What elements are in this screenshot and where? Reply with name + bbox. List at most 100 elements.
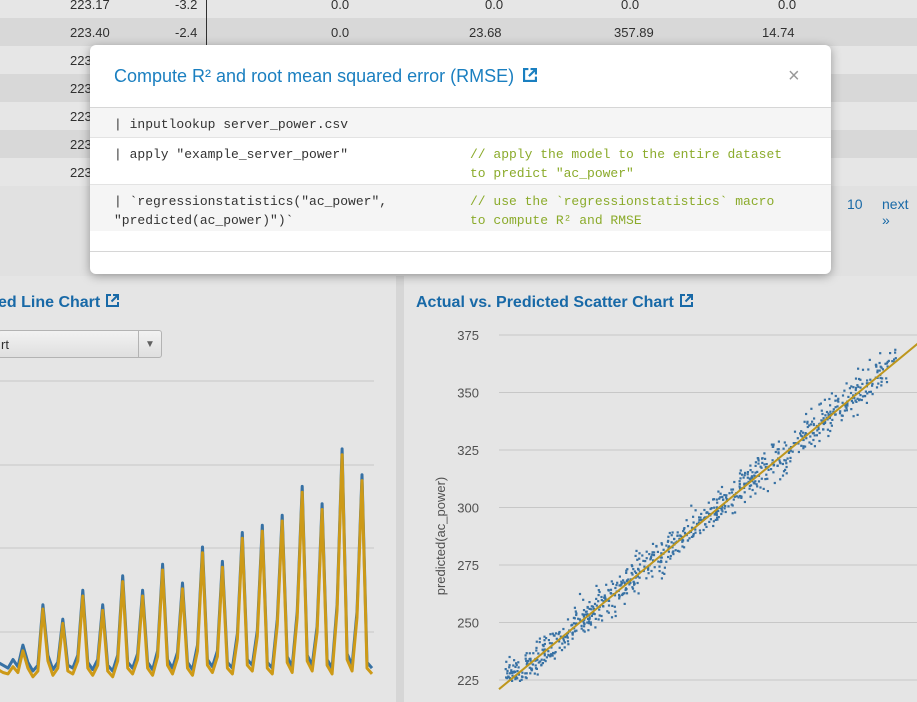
scatter-point-405 [540, 658, 543, 661]
code-row: | apply "example_server_power" // apply … [90, 138, 831, 185]
scatter-point-437 [588, 616, 591, 619]
scatter-point-478 [743, 491, 746, 494]
scatter-point-606 [806, 422, 809, 425]
line-chart-title[interactable]: ed Line Chart [0, 294, 120, 312]
scatter-point-627 [852, 394, 855, 397]
scatter-point-843 [512, 670, 515, 674]
scatter-chart-title[interactable]: Actual vs. Predicted Scatter Chart [416, 294, 693, 312]
scatter-point-127 [647, 572, 650, 575]
scatter-point-97 [533, 672, 536, 675]
scatter-point-552 [871, 384, 874, 387]
scatter-point-387 [638, 563, 642, 566]
scatter-point-848 [637, 567, 640, 570]
scatter-point-580 [702, 528, 705, 532]
scatter-point-385 [590, 605, 593, 608]
scatter-point-121 [886, 365, 889, 368]
scatter-point-802 [820, 419, 823, 422]
scatter-point-686 [813, 417, 816, 420]
scatter-point-260 [725, 494, 728, 497]
scatter-point-339 [549, 633, 552, 636]
scatter-point-36 [590, 614, 593, 617]
pager-page-link[interactable]: 10 [847, 196, 863, 212]
scatter-point-487 [543, 658, 546, 661]
scatter-point-564 [776, 464, 779, 467]
scatter-point-517 [609, 588, 613, 591]
scatter-point-656 [651, 542, 655, 545]
scatter-point-809 [703, 508, 706, 512]
scatter-point-862 [754, 475, 757, 478]
scatter-point-58 [856, 413, 859, 416]
scatter-point-726 [754, 471, 757, 474]
scatter-point-410 [658, 570, 661, 573]
table-cell: 14.74 [762, 25, 795, 40]
scatter-point-654 [734, 511, 737, 514]
scatter-point-754 [528, 658, 531, 661]
scatter-point-347 [669, 554, 672, 558]
scatter-point-759 [678, 537, 681, 540]
scatter-point-3 [857, 385, 860, 388]
scatter-point-454 [819, 402, 822, 405]
scatter-point-365 [735, 495, 738, 498]
scatter-point-275 [543, 635, 546, 638]
scatter-point-489 [520, 678, 523, 681]
close-icon[interactable]: × [788, 65, 800, 87]
scatter-point-344 [504, 668, 507, 671]
scatter-point-560 [566, 636, 569, 639]
external-link-icon[interactable] [523, 66, 538, 87]
scatter-point-865 [517, 673, 521, 676]
scatter-point-78 [611, 604, 614, 607]
scatter-point-65 [719, 496, 722, 499]
scatter-point-867 [578, 592, 582, 596]
scatter-point-268 [660, 552, 663, 555]
scatter-point-810 [746, 473, 749, 476]
scatter-point-305 [841, 401, 844, 404]
table-cell: 0.0 [331, 0, 350, 12]
scatter-point-815 [715, 498, 718, 501]
scatter-point-530 [614, 586, 617, 590]
scatter-point-19 [781, 474, 785, 477]
scatter-point-413 [802, 445, 805, 448]
scatter-point-255 [852, 415, 855, 418]
scatter-point-402 [513, 659, 516, 662]
scatter-point-130 [808, 441, 811, 444]
table-cell: 23.68 [469, 25, 502, 40]
external-link-icon[interactable] [106, 294, 120, 312]
scatter-point-842 [690, 526, 694, 529]
scatter-point-345 [742, 476, 745, 479]
pager-next-link[interactable]: next » [882, 196, 909, 228]
scatter-point-429 [749, 495, 752, 498]
scatter-point-21 [843, 409, 846, 412]
scatter-point-846 [824, 414, 827, 417]
scatter-point-648 [871, 382, 874, 385]
scatter-point-381 [773, 481, 776, 485]
scatter-point-286 [829, 410, 832, 413]
scatter-point-727 [571, 632, 574, 635]
scatter-point-73 [723, 494, 726, 497]
modal-title[interactable]: Compute R² and root mean squared error (… [114, 66, 538, 87]
scatter-point-494 [695, 522, 699, 525]
scatter-point-710 [738, 482, 741, 486]
scatter-point-39 [508, 664, 511, 667]
scatter-point-436 [669, 557, 672, 560]
scatter-point-670 [652, 559, 655, 562]
field-select[interactable]: rt ▼ [0, 330, 162, 358]
scatter-point-363 [564, 636, 567, 639]
scatter-point-597 [841, 394, 845, 397]
scatter-point-353 [650, 555, 653, 558]
scatter-point-467 [828, 414, 831, 417]
scatter-point-746 [586, 621, 589, 624]
scatter-point-458 [636, 558, 639, 561]
scatter-point-249 [625, 592, 629, 595]
scatter-point-773 [554, 651, 557, 654]
scatter-point-565 [614, 614, 617, 618]
scatter-point-762 [558, 631, 561, 634]
scatter-point-4 [749, 464, 752, 467]
scatter-point-278 [692, 535, 695, 538]
scatter-point-682 [732, 498, 735, 501]
scatter-point-748 [793, 430, 797, 433]
scatter-point-213 [618, 575, 621, 578]
scatter-point-693 [686, 525, 690, 528]
external-link-icon[interactable] [679, 294, 693, 312]
modal-title-text: Compute R² and root mean squared error (… [114, 66, 515, 86]
scatter-point-513 [796, 437, 799, 440]
